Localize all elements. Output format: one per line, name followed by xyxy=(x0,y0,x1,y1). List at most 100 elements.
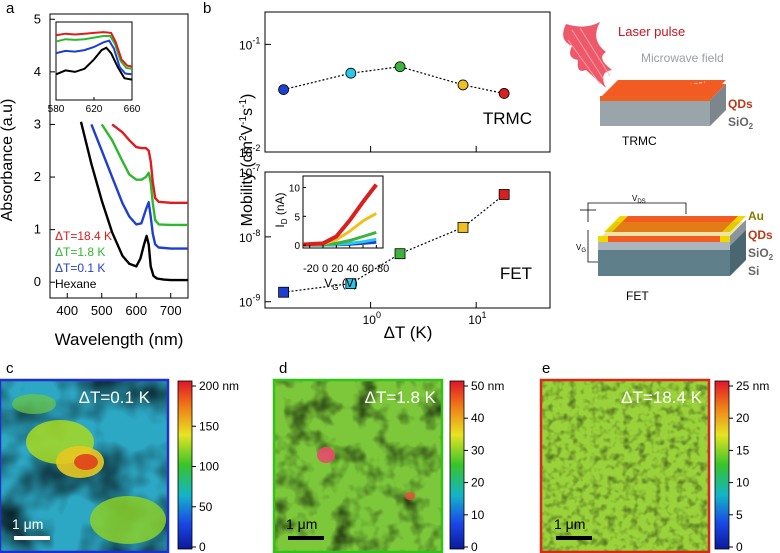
afm-map-c: ΔT=0.1 K 1 μm 200 nm 150 100 50 0 xyxy=(0,378,239,553)
fet-schematic-title: FET xyxy=(626,289,649,303)
absorbance-inset-x-tick-label: 580 xyxy=(48,104,65,115)
afm-e-title: ΔT=18.4 K xyxy=(621,388,702,407)
afm-e-colorbar xyxy=(714,380,730,550)
absorbance-inset-x-tick-label: 620 xyxy=(86,104,103,115)
colorbar-tick-label: 0 xyxy=(471,540,478,553)
panel-label-e: e xyxy=(542,360,550,377)
panel-label-a: a xyxy=(6,0,15,17)
colorbar-tick-label: 50 nm xyxy=(471,379,504,393)
absorbance-inset-series-line xyxy=(56,46,132,81)
absorbance-series-line xyxy=(79,121,188,282)
mobility-x-tick-label: 101 xyxy=(468,310,486,327)
fet-inset-y-tick-label: 5 xyxy=(294,212,300,223)
afm-e-scalebar xyxy=(556,536,592,540)
fet-inset-x-label: VG (V) xyxy=(324,276,358,292)
absorbance-y-tick-label: 0 xyxy=(34,274,41,289)
absorbance-plot-frame xyxy=(49,13,189,299)
legend-dt01: ΔT=0.1 K xyxy=(55,261,105,275)
trmc-series-line xyxy=(283,66,505,95)
svg-text:Mobility (cm2V-1s-1): Mobility (cm2V-1s-1) xyxy=(238,94,256,227)
fet-inset-y-label: ID (nA) xyxy=(273,192,289,227)
fet-data-point xyxy=(345,278,357,290)
absorbance-chart: 400 500 600 700 0 1 2 3 4 5 Absorbance (a.u) Wave… xyxy=(0,11,189,349)
colorbar-tick-label: 150 xyxy=(199,419,219,433)
fet-plot-frame xyxy=(264,171,551,309)
afm-c-feature-4 xyxy=(90,496,166,544)
afm-c-feature-3 xyxy=(74,454,98,470)
trmc-schematic: Laser pulse Microwave field QDs SiO2 TRM… xyxy=(563,22,754,148)
mobility-x-label: ΔT (K) xyxy=(384,323,433,342)
afm-d-title: ΔT=1.8 K xyxy=(365,388,437,407)
colorbar-tick-label: 10 xyxy=(471,508,485,522)
au-contact-right xyxy=(720,236,730,242)
fet-inset-x-ticks: -20 0 20 40 60 80 xyxy=(303,263,389,275)
legend-dt18: ΔT=1.8 K xyxy=(55,245,105,259)
laser-pulse-label: Laser pulse xyxy=(618,24,685,39)
colorbar-tick-label: 15 xyxy=(736,443,750,457)
colorbar-tick-label: 20 xyxy=(471,476,485,490)
trmc-plot-label: TRMC xyxy=(483,109,532,128)
absorbance-x-tick-label: 600 xyxy=(125,303,147,318)
absorbance-x-tick-label: 700 xyxy=(160,303,182,318)
au-contact-left xyxy=(598,236,608,242)
afm-d-colorbar xyxy=(449,380,465,550)
trmc-sio2-label: SiO2 xyxy=(728,115,754,131)
fet-data-point xyxy=(278,286,289,298)
absorbance-y-tick-label: 2 xyxy=(34,169,41,184)
absorbance-y-label: Absorbance (a.u) xyxy=(0,99,16,222)
absorbance-series-line xyxy=(90,123,188,250)
mobility-y-label: Mobility (cm2V-1s-1) xyxy=(238,94,256,227)
vg-wire xyxy=(587,230,598,263)
absorbance-inset-series-line xyxy=(56,39,132,76)
colorbar-tick-label: 40 xyxy=(471,411,485,425)
absorbance-inset-frame xyxy=(55,21,133,101)
fet-data-point xyxy=(457,221,469,233)
colorbar-tick-label: 200 nm xyxy=(199,379,239,393)
fet-data-point xyxy=(498,189,510,200)
absorbance-inset-series-line xyxy=(56,35,132,70)
fet-y-tick-label: 10-7 xyxy=(239,163,260,180)
absorbance-y-tick-label: 3 xyxy=(34,116,41,131)
trmc-data-point xyxy=(345,67,357,79)
fet-schematic: VDS VG Au QDs SiO2 Si FET xyxy=(576,194,774,303)
colorbar-tick-label: 0 xyxy=(736,540,743,553)
colorbar-tick-label: 50 xyxy=(199,500,213,514)
legend-hexane: Hexane xyxy=(55,277,97,291)
absorbance-x-tick-label: 400 xyxy=(56,303,78,318)
afm-c-scalebar xyxy=(14,536,50,540)
panel-label-d: d xyxy=(279,360,287,377)
absorbance-series-line xyxy=(111,123,188,205)
colorbar-tick-label: 20 xyxy=(736,411,750,425)
afm-map-d: ΔT=1.8 K 1 μm 50 nm 40 30 20 10 0 xyxy=(272,378,504,553)
vds-wire xyxy=(587,202,687,222)
fet-sio2-label: SiO2 xyxy=(748,246,774,262)
fet-y-tick-label: 10-9 xyxy=(239,293,260,310)
legend-dt184: ΔT=18.4 K xyxy=(55,229,112,243)
fet-plot-label: FET xyxy=(500,264,532,283)
fet-qd-layer xyxy=(612,216,738,232)
colorbar-tick-label: 25 nm xyxy=(736,379,769,393)
fet-si-label: Si xyxy=(748,264,759,278)
trmc-plot-frame xyxy=(264,11,551,153)
panel-label-c: c xyxy=(6,360,14,377)
svg-text:ID (nA): ID (nA) xyxy=(273,192,289,227)
fet-inset-y-tick-label: 0 xyxy=(294,241,300,252)
afm-e-scalebar-label: 1 μm xyxy=(554,516,585,532)
mobility-x-tick-label: 100 xyxy=(363,310,381,327)
fet-y-tick-label: 10-8 xyxy=(239,228,260,245)
microwave-field-label: Microwave field xyxy=(641,51,724,65)
fet-qds-label: QDs xyxy=(748,228,773,242)
vg-label: VG xyxy=(576,243,586,254)
afm-c-colorbar xyxy=(177,380,193,550)
fet-inset-series-line xyxy=(303,183,378,247)
absorbance-y-tick-label: 5 xyxy=(34,11,41,26)
absorbance-y-tick-label: 1 xyxy=(34,222,41,237)
trmc-y-tick-label: 10-2 xyxy=(239,143,260,160)
afm-d-feature xyxy=(317,447,335,463)
absorbance-inset-x-tick-label: 660 xyxy=(124,104,141,115)
trmc-qds-label: QDs xyxy=(728,97,753,111)
panel-label-b: b xyxy=(203,0,211,17)
laser-pulse-icon xyxy=(563,22,612,88)
